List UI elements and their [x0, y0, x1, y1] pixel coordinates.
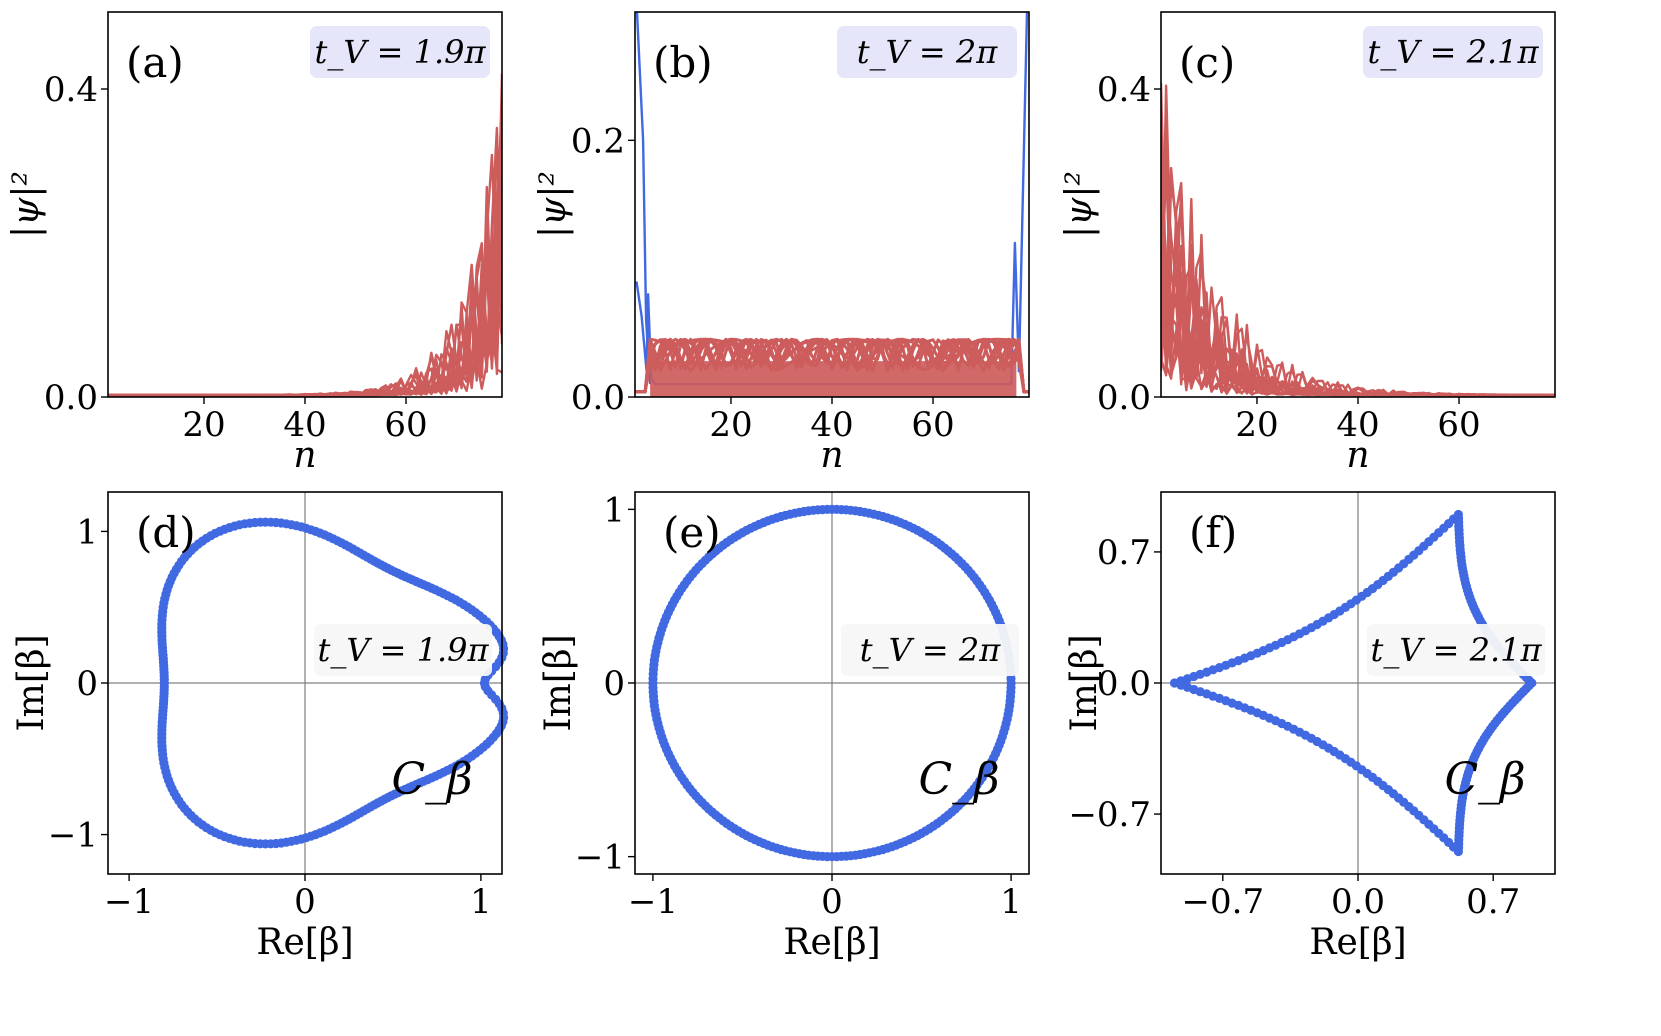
param-box	[314, 624, 492, 676]
wavefunction-series	[1161, 121, 1555, 397]
x-tick-label: 60	[1437, 405, 1480, 445]
plot-area-c	[1161, 83, 1555, 397]
x-tick-label: 60	[384, 405, 427, 445]
y-tick-label: 0.7	[1097, 533, 1151, 573]
panel-e: −1 0 1 −1 0 1 Re[β] Im[β] (e) t_V = 2π C_β	[538, 490, 1030, 963]
wavefunction-series	[108, 108, 502, 397]
x-axis-label: Re[β]	[783, 922, 880, 963]
wavefunction-series	[108, 73, 502, 397]
y-axis-label: |ψ|²	[6, 171, 47, 238]
x-axis-label: Re[β]	[256, 922, 353, 963]
curve-label: C_β	[391, 754, 472, 805]
panel-f: −0.7 0.0 0.7 −0.7 0.0 0.7 Re[β] Im[β] (f) t_V = 2…	[1064, 491, 1556, 963]
param-box	[1367, 624, 1545, 676]
y-tick-label: 0.4	[1097, 70, 1151, 110]
param-label: t_V = 1.9π	[317, 631, 489, 669]
x-tick-label: 40	[1336, 405, 1379, 445]
y-tick-label: 1	[76, 512, 98, 552]
x-axis-label: n	[293, 435, 316, 476]
x-tick-label: 60	[911, 405, 954, 445]
curve-label: C_β	[918, 754, 999, 805]
x-tick-label: 1	[470, 882, 492, 922]
gbz-point	[480, 682, 490, 692]
x-tick-label: 20	[709, 405, 752, 445]
wavefunction-series	[108, 93, 502, 397]
panel-c: 20 40 60 0.0 0.4 n |ψ|² (c) t_V = 2.1π	[1059, 11, 1556, 476]
y-tick-label: 0.0	[571, 378, 625, 418]
param-badge	[837, 26, 1017, 78]
panel-label: (a)	[126, 38, 184, 87]
x-axis-label: Re[β]	[1309, 922, 1406, 963]
panel-label: (b)	[653, 38, 713, 87]
y-tick-label: −0.7	[1068, 795, 1151, 835]
y-axis-label: Im[β]	[1064, 634, 1105, 731]
x-tick-label: 0.7	[1466, 882, 1520, 922]
x-tick-label: 0	[821, 882, 843, 922]
panel-a: 20 40 60 0.0 0.4 n |ψ|² (a) t_V = 1.9π	[6, 11, 503, 476]
panel-label: (d)	[136, 508, 196, 557]
y-tick-label: −1	[48, 816, 98, 856]
param-label: t_V = 2.1π	[1370, 631, 1542, 669]
gbz-point	[1176, 680, 1186, 690]
panel-label: (e)	[663, 508, 721, 557]
y-tick-label: 0.0	[44, 378, 98, 418]
gbz-point	[1006, 682, 1016, 693]
plot-area-a	[108, 73, 502, 397]
y-tick-label: 0	[603, 664, 625, 704]
x-tick-label: −1	[628, 882, 678, 922]
y-tick-label: 0.0	[1097, 664, 1151, 704]
curve-label: C_β	[1444, 754, 1525, 805]
param-label: t_V = 2.1π	[1367, 33, 1539, 71]
param-badge	[310, 26, 490, 78]
x-tick-label: 0	[294, 882, 316, 922]
y-tick-label: 0.2	[571, 121, 625, 161]
x-tick-label: 20	[1235, 405, 1278, 445]
panel-label: (f)	[1189, 508, 1237, 557]
param-label: t_V = 2π	[860, 631, 1001, 669]
param-label: t_V = 2π	[857, 33, 998, 71]
wavefunction-series	[108, 155, 502, 397]
plot-area-b	[635, 12, 1029, 397]
x-tick-label: 0.0	[1331, 882, 1385, 922]
panel-d: −1 0 1 −1 0 1 Re[β] Im[β] (d) t_V = 1.9π C_β	[11, 491, 509, 963]
wavefunction-series	[1161, 257, 1555, 397]
y-axis-label: Im[β]	[538, 634, 579, 731]
wavefunction-series	[108, 96, 502, 397]
x-axis-label: n	[820, 435, 843, 476]
param-box	[841, 624, 1019, 676]
panel-label: (c)	[1179, 38, 1235, 87]
y-axis-label: |ψ|²	[533, 171, 574, 238]
bulk-band	[650, 361, 1017, 397]
x-tick-label: 40	[810, 405, 853, 445]
y-tick-label: −1	[575, 838, 625, 878]
wavefunction-series	[108, 101, 502, 397]
y-tick-label: 0.4	[44, 70, 98, 110]
panel-b: 20 40 60 0.0 0.2 n |ψ|² (b) t_V = 2π	[533, 11, 1030, 476]
x-tick-label: 40	[283, 405, 326, 445]
y-tick-label: 0	[76, 664, 98, 704]
x-axis-label: n	[1346, 435, 1369, 476]
x-tick-label: 20	[182, 405, 225, 445]
param-label: t_V = 1.9π	[314, 33, 486, 71]
y-tick-label: 1	[603, 490, 625, 530]
x-tick-label: −0.7	[1182, 882, 1265, 922]
x-tick-label: 1	[1000, 882, 1022, 922]
param-badge	[1363, 26, 1543, 78]
y-axis-label: |ψ|²	[1059, 171, 1100, 238]
x-tick-label: −1	[104, 882, 154, 922]
y-axis-label: Im[β]	[11, 634, 52, 731]
y-tick-label: 0.0	[1097, 378, 1151, 418]
